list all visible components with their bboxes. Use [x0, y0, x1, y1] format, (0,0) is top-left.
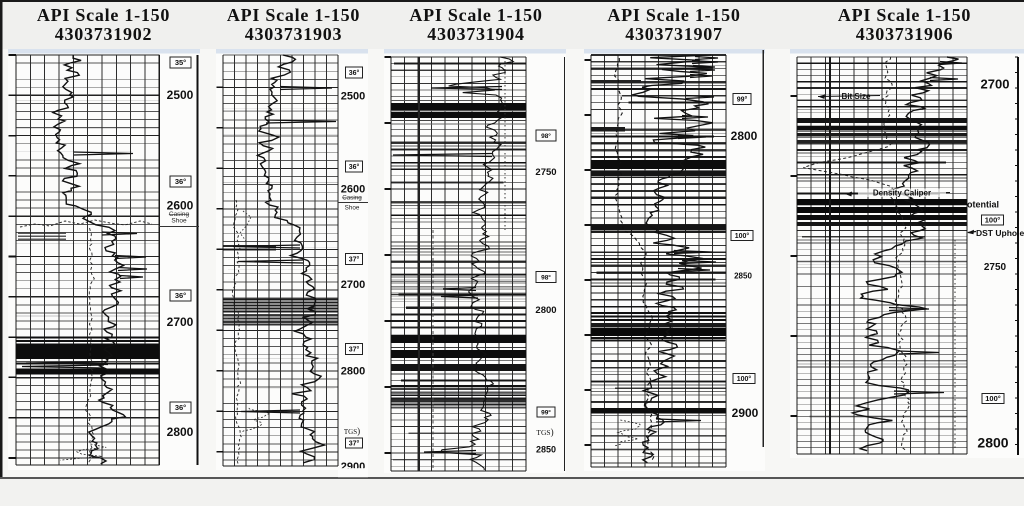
svg-text:2800: 2800 — [977, 435, 1008, 451]
svg-text:Density Caliper: Density Caliper — [873, 189, 931, 198]
svg-text:2800: 2800 — [167, 425, 194, 439]
svg-text:37°: 37° — [349, 440, 360, 448]
svg-text:100°: 100° — [737, 375, 752, 383]
svg-text:2900: 2900 — [732, 406, 759, 420]
svg-text:36°: 36° — [175, 291, 186, 300]
svg-text:36°: 36° — [175, 403, 186, 412]
svg-text:API Scale 1-150: API Scale 1-150 — [37, 5, 170, 25]
svg-text:2700: 2700 — [167, 315, 194, 329]
svg-text:2700: 2700 — [341, 279, 365, 291]
svg-text:Casing: Casing — [342, 195, 362, 202]
svg-text:2850: 2850 — [734, 272, 752, 281]
svg-text:100°: 100° — [735, 232, 750, 240]
svg-text:2600: 2600 — [167, 199, 194, 213]
svg-text:2800: 2800 — [731, 129, 758, 143]
svg-text:2750: 2750 — [535, 167, 556, 178]
svg-text:Shoe: Shoe — [171, 218, 187, 225]
svg-text:4303731902: 4303731902 — [55, 24, 153, 44]
svg-text:36°: 36° — [349, 69, 360, 77]
svg-text:API Scale 1-150: API Scale 1-150 — [227, 5, 360, 25]
svg-text:TGS): TGS) — [536, 427, 553, 437]
svg-text:API Scale 1-150: API Scale 1-150 — [409, 5, 542, 25]
svg-text:99°: 99° — [737, 96, 748, 104]
svg-text:4303731907: 4303731907 — [625, 24, 723, 44]
svg-text:Casing: Casing — [169, 211, 190, 218]
svg-text:2750: 2750 — [984, 262, 1007, 273]
svg-text:Shoe: Shoe — [345, 205, 360, 212]
svg-text:98°: 98° — [541, 132, 551, 140]
svg-text:2600: 2600 — [341, 184, 365, 196]
svg-text:36°: 36° — [349, 163, 360, 171]
svg-text:100°: 100° — [985, 216, 1001, 225]
svg-text:4303731904: 4303731904 — [427, 24, 525, 44]
svg-text:API Scale 1-150: API Scale 1-150 — [607, 5, 740, 25]
svg-text:37°: 37° — [349, 346, 360, 354]
svg-text:35°: 35° — [175, 58, 186, 67]
svg-text:otential: otential — [967, 200, 999, 210]
svg-text:2800: 2800 — [535, 305, 556, 316]
svg-text:99°: 99° — [541, 408, 551, 416]
svg-text:API Scale 1-150: API Scale 1-150 — [838, 5, 971, 25]
svg-text:36°: 36° — [175, 177, 186, 186]
svg-text:TGS): TGS) — [344, 426, 360, 436]
svg-text:DST Uphole: DST Uphole — [976, 228, 1024, 238]
svg-text:2700: 2700 — [981, 77, 1010, 92]
svg-text:37°: 37° — [349, 256, 360, 264]
svg-text:100°: 100° — [985, 394, 1001, 403]
svg-text:2500: 2500 — [167, 88, 194, 102]
svg-text:2500: 2500 — [341, 91, 365, 103]
svg-text:2800: 2800 — [341, 366, 365, 378]
svg-text:4303731903: 4303731903 — [245, 24, 343, 44]
svg-text:2850: 2850 — [536, 445, 556, 455]
svg-text:98°: 98° — [541, 273, 551, 281]
svg-text:4303731906: 4303731906 — [856, 24, 954, 44]
svg-text:Bit Size: Bit Size — [842, 92, 871, 101]
